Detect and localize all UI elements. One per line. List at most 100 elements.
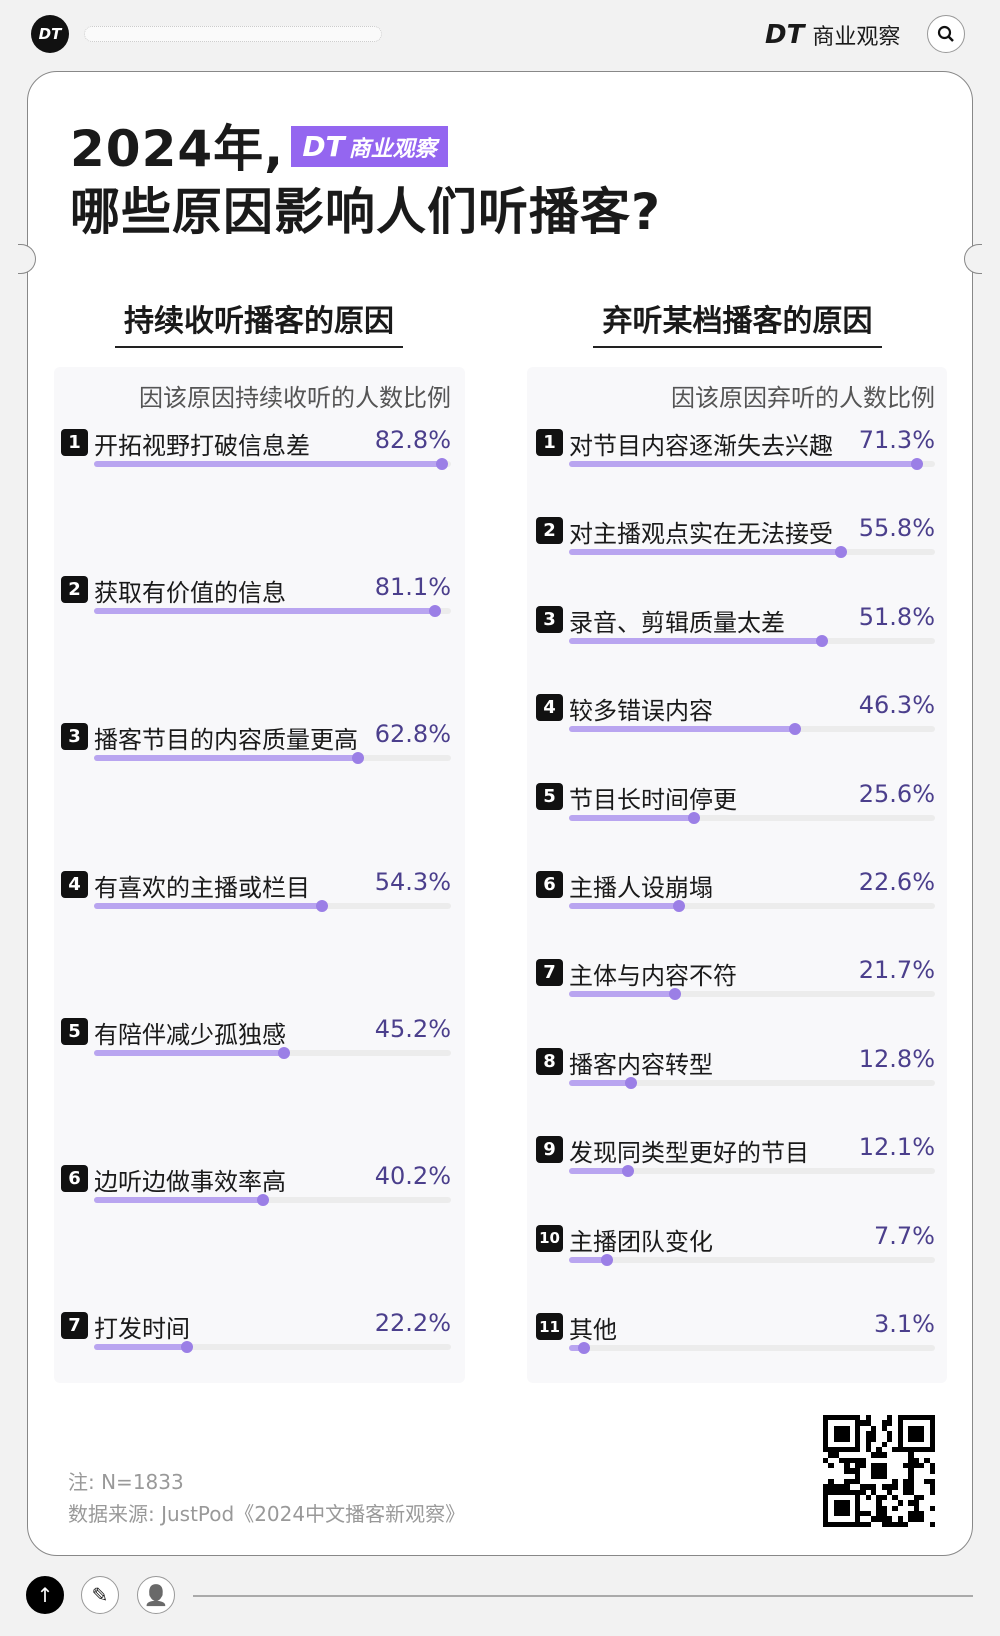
bar-end-dot — [578, 1342, 591, 1354]
bar-end-dot — [435, 458, 448, 470]
rank-badge: 1 — [536, 429, 563, 456]
divider — [193, 1595, 973, 1597]
brand: DT 商业观察 — [765, 20, 900, 50]
bar-row: 2 对主播观点实在无法接受 55.8% — [536, 514, 935, 576]
data-label: 54.3% — [374, 867, 451, 896]
bar-row: 2 获取有价值的信息 81.1% — [61, 573, 451, 635]
bar — [94, 1344, 188, 1351]
bar — [569, 549, 842, 556]
brand-name: 商业观察 — [812, 25, 901, 50]
bar — [569, 637, 822, 644]
bar — [94, 461, 442, 467]
bar — [569, 1256, 607, 1263]
data-label: 22.2% — [374, 1309, 451, 1338]
bar-end-dot — [788, 723, 801, 736]
data-label: 62.8% — [374, 720, 451, 749]
data-label: 81.1% — [374, 573, 451, 602]
bar-end-dot — [625, 1076, 638, 1089]
bar-label: 发现同类型更好的节目 — [569, 1139, 809, 1168]
user-icon[interactable]: 👤 — [137, 1576, 175, 1614]
bar-track — [569, 1165, 935, 1178]
bar-track — [569, 634, 935, 647]
edit-icon[interactable]: ✎ — [81, 1576, 119, 1614]
bar-row: 11 其他 3.1% — [536, 1310, 935, 1372]
bar — [94, 902, 323, 909]
rank-badge: 3 — [61, 723, 88, 751]
bar-label: 播客节目的内容质量更高 — [94, 726, 358, 755]
bar — [569, 814, 694, 821]
data-label: 12.1% — [858, 1133, 935, 1162]
bar — [94, 1049, 284, 1056]
data-label: 7.7% — [874, 1221, 935, 1250]
bar-track — [94, 1341, 451, 1354]
brand-badge: DT 商业观察 — [291, 126, 448, 167]
bar-label: 边听边做事效率高 — [94, 1168, 286, 1196]
bar — [94, 1197, 263, 1203]
bar-label: 播客内容转型 — [569, 1050, 713, 1079]
bar-track — [94, 1194, 451, 1206]
url-bar[interactable] — [84, 26, 382, 42]
bar-label: 录音、剪辑质量太差 — [569, 608, 785, 637]
rank-badge: 10 — [536, 1224, 563, 1252]
bar-row: 5 有陪伴减少孤独感 45.2% — [61, 1015, 451, 1077]
bar-end-dot — [600, 1253, 613, 1266]
data-label: 3.1% — [874, 1310, 935, 1338]
bar-track — [569, 1342, 935, 1354]
bar-end-dot — [256, 1194, 269, 1206]
source: 数据来源: JustPod《2024中文播客新观察》 — [68, 1502, 466, 1526]
bar-track — [94, 752, 451, 765]
bar-row: 6 主播人设崩塌 22.6% — [536, 868, 935, 930]
data-label: 40.2% — [374, 1162, 451, 1190]
search-icon[interactable] — [927, 15, 965, 53]
rank-badge: 4 — [61, 870, 88, 898]
bar-end-dot — [815, 634, 828, 647]
bar-track — [569, 1253, 935, 1266]
bar-track — [94, 458, 451, 470]
bar-track — [94, 1046, 451, 1059]
bar-track — [569, 988, 935, 1001]
bar-label: 主体与内容不符 — [569, 962, 737, 991]
rank-badge: 2 — [61, 576, 88, 604]
bar-row: 4 有喜欢的主播或栏目 54.3% — [61, 867, 451, 930]
dt-logo[interactable]: DT — [31, 15, 69, 53]
data-label: 25.6% — [858, 779, 935, 808]
note: 注: N=1833 — [68, 1470, 184, 1494]
qr-code[interactable] — [823, 1415, 935, 1527]
right-subtitle: 因该原因弃听的人数比例 — [671, 384, 935, 412]
scroll-top-icon[interactable]: ↑ — [26, 1576, 64, 1614]
bar-end-dot — [428, 605, 441, 618]
bar — [569, 461, 917, 467]
bar-label: 有喜欢的主播或栏目 — [94, 873, 310, 902]
bar-end-dot — [277, 1046, 290, 1059]
bar-end-dot — [316, 899, 329, 912]
bar-row: 5 节目长时间停更 25.6% — [536, 779, 935, 842]
rank-badge: 5 — [536, 782, 563, 810]
bar-end-dot — [835, 546, 848, 559]
rank-badge: 3 — [536, 605, 563, 633]
bar — [569, 1079, 632, 1086]
bar-track — [569, 723, 935, 736]
bar-end-dot — [351, 752, 364, 765]
rank-badge: 11 — [536, 1313, 563, 1340]
bar-label: 其他 — [569, 1316, 617, 1344]
bar-row: 1 开拓视野打破信息差 82.8% — [61, 426, 451, 488]
bar-track — [569, 811, 935, 824]
rank-badge: 1 — [61, 429, 88, 456]
bar-label: 开拓视野打破信息差 — [94, 432, 310, 460]
bar-row: 6 边听边做事效率高 40.2% — [61, 1162, 451, 1224]
rank-badge: 2 — [536, 517, 563, 545]
bar-row: 7 打发时间 22.2% — [61, 1309, 451, 1371]
left-panel — [54, 367, 465, 1383]
data-label: 21.7% — [858, 956, 935, 985]
data-label: 82.8% — [374, 426, 451, 454]
right-panel — [527, 367, 947, 1383]
bar-track — [94, 605, 451, 618]
bar-track — [569, 1076, 935, 1089]
bar-track — [569, 458, 935, 470]
rank-badge: 6 — [536, 871, 563, 898]
title-line2: 哪些原因影响人们听播客? — [70, 183, 662, 241]
bar-row: 7 主体与内容不符 21.7% — [536, 956, 935, 1018]
bar-track — [569, 900, 935, 912]
bar — [569, 1168, 629, 1175]
bar-row: 9 发现同类型更好的节目 12.1% — [536, 1133, 935, 1195]
